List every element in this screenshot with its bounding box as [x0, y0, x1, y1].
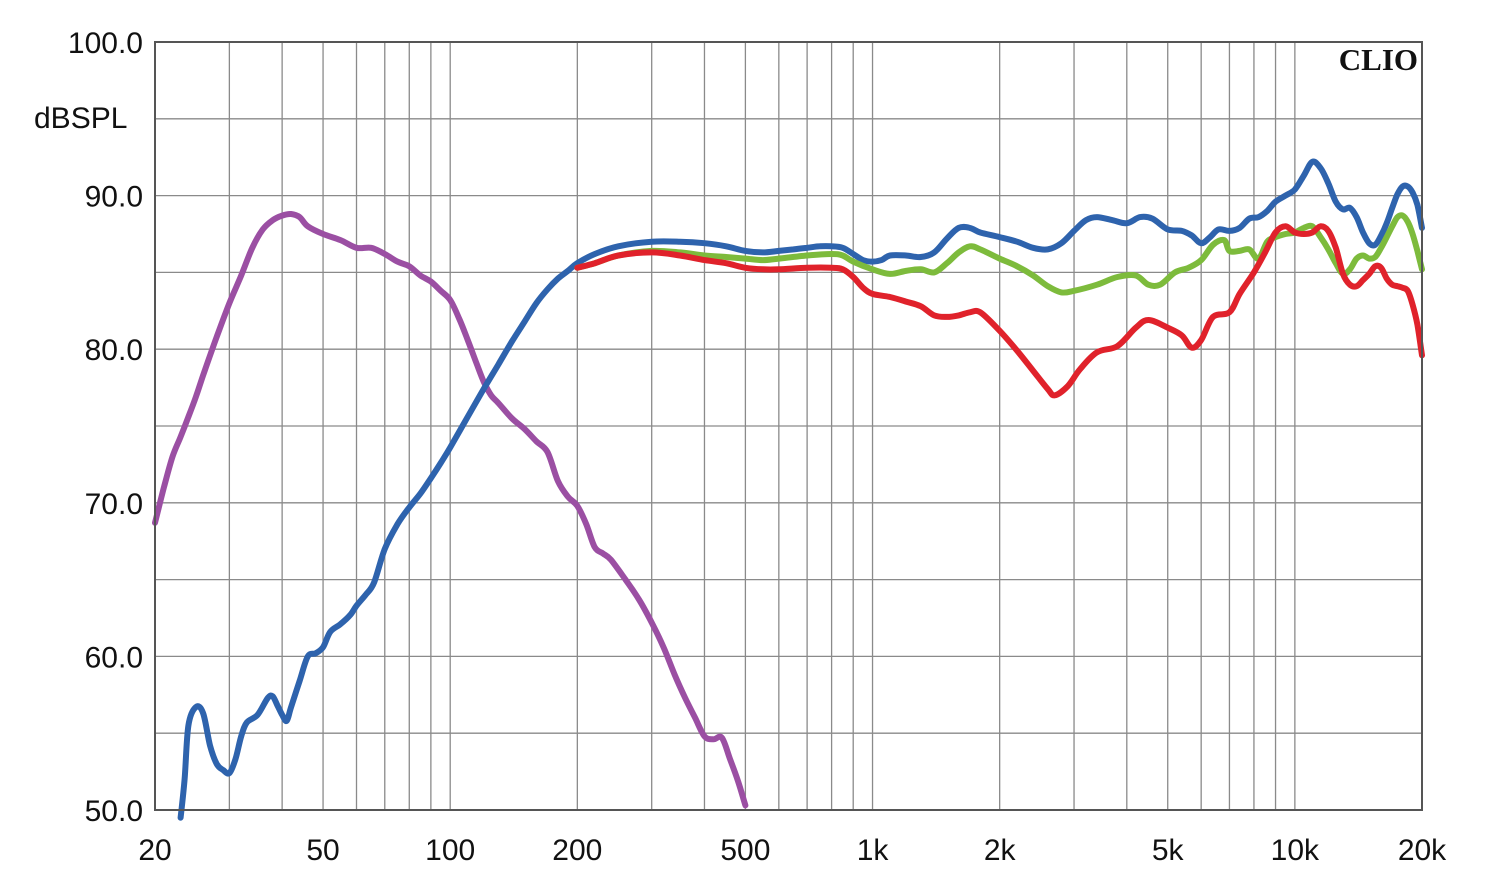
x-tick-label: 5k [1152, 834, 1185, 867]
series-line [177, 158, 1425, 821]
y-tick-label: 60.0 [85, 641, 143, 674]
y-tick-label: 90.0 [85, 181, 143, 214]
x-tick-label: 100 [425, 834, 475, 867]
x-tick-label: 20 [138, 834, 171, 867]
y-tick-label: 80.0 [85, 334, 143, 367]
series-line [574, 223, 1425, 399]
y-tick-label: 100.0 [68, 27, 143, 60]
y-tick-label: 70.0 [85, 488, 143, 521]
grid [154, 41, 1423, 811]
series-layer [152, 158, 1425, 821]
x-tick-label: 20k [1398, 834, 1447, 867]
tick-labels: 20 50 100 200 500 1k 2k 5k 10k 20k 100.0 90.0 80.0 70… [68, 27, 1447, 867]
x-tick-label: 2k [984, 834, 1017, 867]
series-line [152, 210, 749, 809]
x-tick-label: 200 [552, 834, 602, 867]
x-tick-label: 50 [306, 834, 339, 867]
x-tick-label: 500 [720, 834, 770, 867]
x-tick-label: 10k [1271, 834, 1320, 867]
brand-label: CLIO [1339, 42, 1418, 77]
y-axis-unit-label: dBSPL [34, 102, 127, 135]
series-line [574, 212, 1425, 296]
y-tick-label: 50.0 [85, 795, 143, 828]
x-tick-label: 1k [857, 834, 890, 867]
plot-border [154, 41, 1423, 811]
